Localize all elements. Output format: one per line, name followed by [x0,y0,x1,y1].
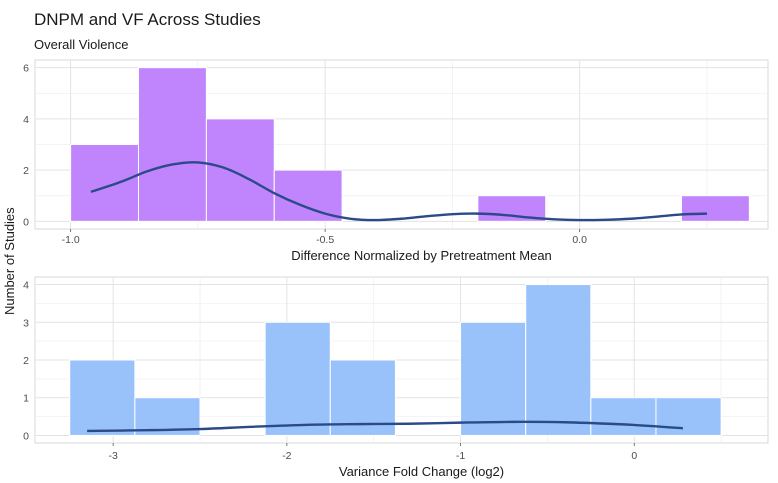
dnpm-bar [680,195,750,222]
vf-bar [655,397,722,436]
vf-x-tick-label: 0 [631,450,637,462]
vf-x-tick-label: -1 [456,450,465,462]
chart-subtitle: Overall Violence [34,37,129,52]
chart-title: DNPM and VF Across Studies [34,10,261,29]
dnpm-y-tick-label: 0 [23,216,29,228]
vf-y-tick-label: 2 [23,355,29,367]
dnpm-x-axis-label: Difference Normalized by Pretreatment Me… [291,248,552,263]
vf-y-tick-label: 1 [23,393,29,405]
vf-bar [525,284,592,436]
vf-y-tick-label: 4 [23,280,29,292]
vf-bar [590,397,657,436]
dnpm-bar [273,169,343,222]
vf-bar [69,359,136,436]
dnpm-x-tick-label: -0.5 [316,234,334,246]
vf-bar [460,321,527,436]
vf-y-tick-label: 0 [23,430,29,442]
vf-x-axis-label: Variance Fold Change (log2) [339,464,504,479]
dnpm-bar [205,118,275,222]
vf-x-tick-label: -3 [108,450,117,462]
dnpm-bar [70,144,139,222]
dnpm-x-tick-label: -1.0 [62,234,80,246]
dnpm-bar [137,67,207,222]
dnpm-density-curve [90,161,707,222]
vf-x-tick-label: -2 [282,450,291,462]
vf-y-tick-label: 3 [23,317,29,329]
dnpm-y-tick-label: 2 [23,165,29,177]
vf-density-curve [87,420,683,433]
dnpm-y-tick-label: 6 [23,63,29,75]
vf-bar [264,321,331,436]
dnpm-y-tick-label: 4 [23,114,29,126]
dnpm-x-tick-label: 0.0 [572,234,587,246]
